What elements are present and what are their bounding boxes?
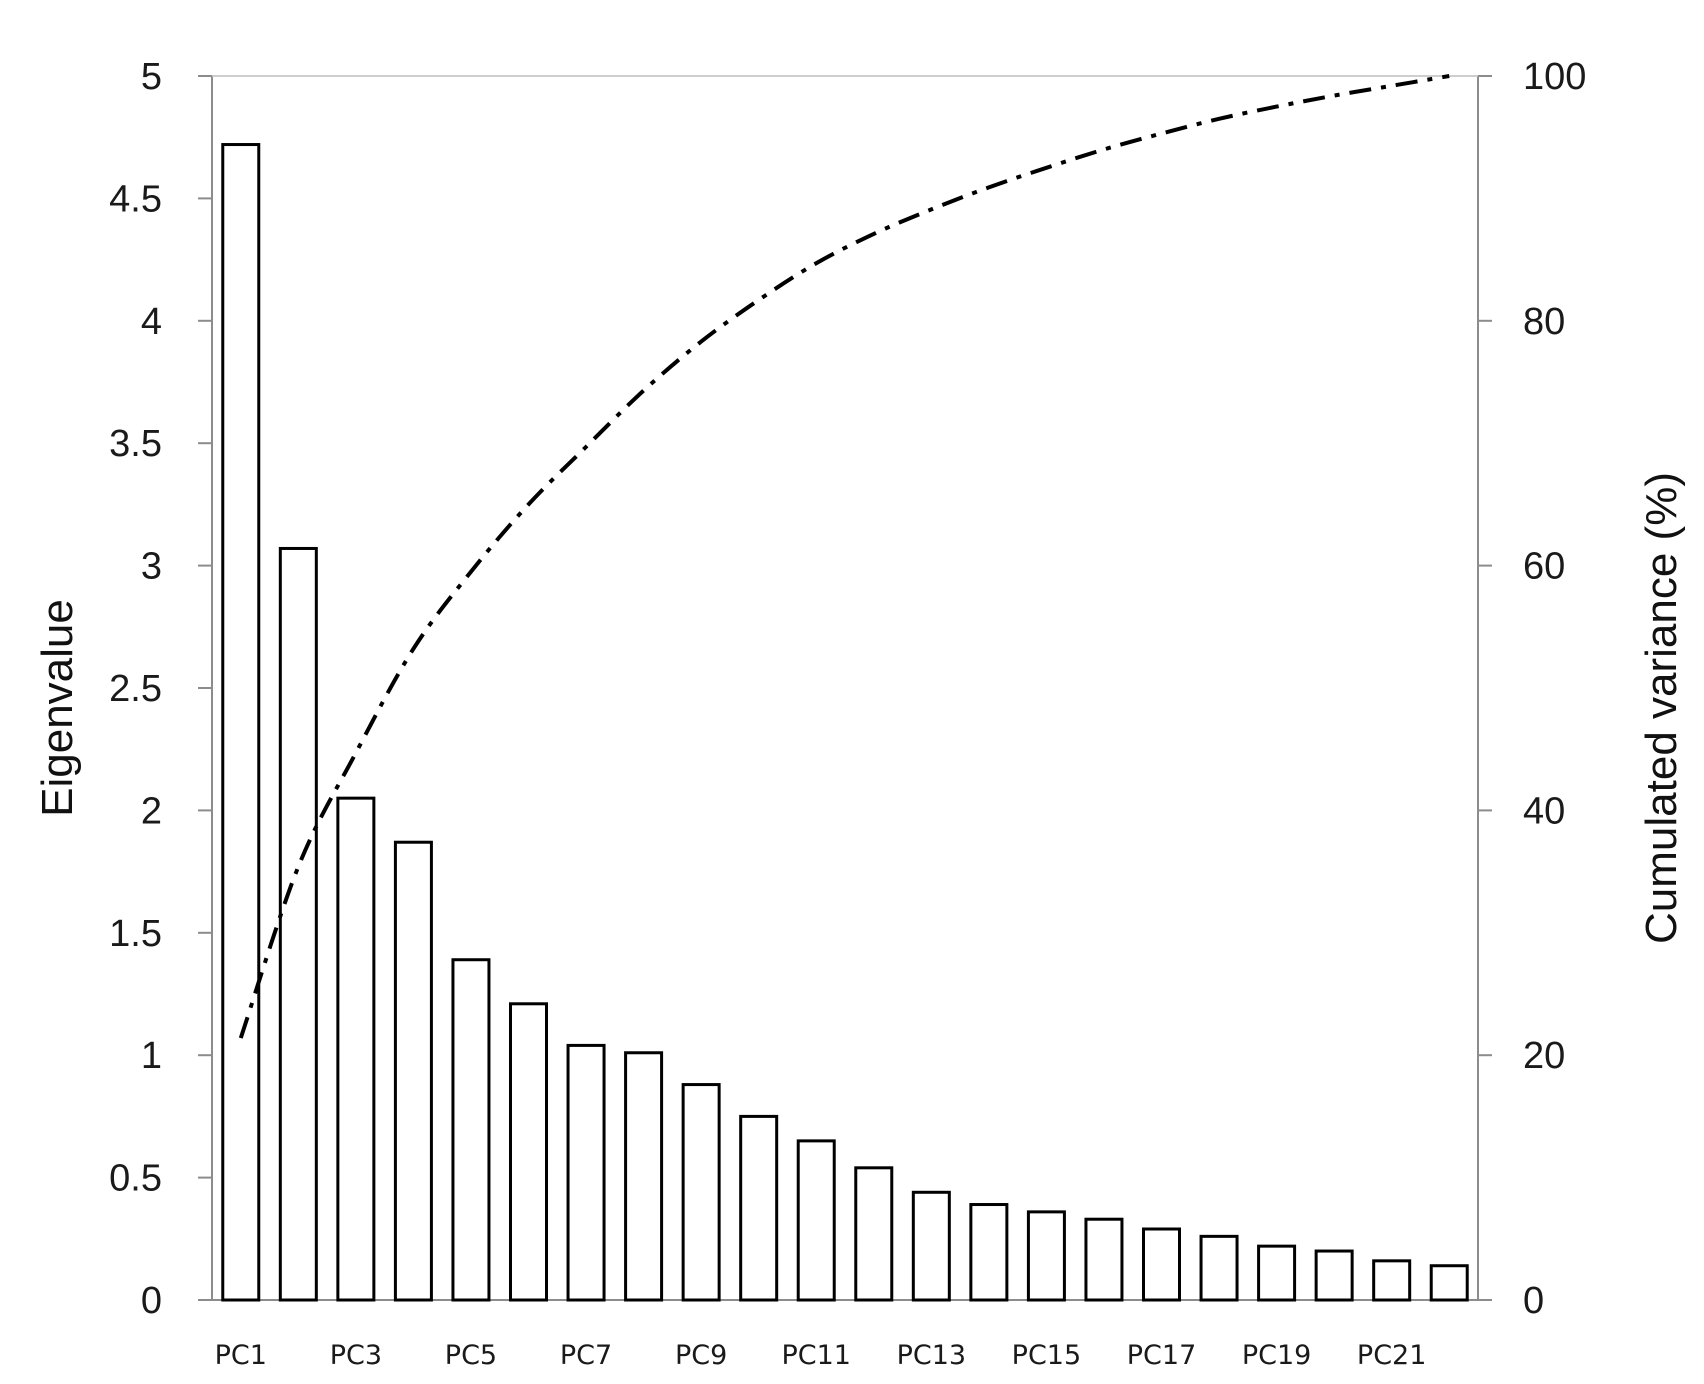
- right-tick-label: 100: [1523, 56, 1586, 98]
- left-tick-label: 3: [141, 546, 162, 588]
- bar-pc2: [278, 546, 318, 1302]
- right-tick-label: 60: [1523, 546, 1565, 588]
- bar-pc11: [796, 1139, 836, 1302]
- left-tick-label: 4: [141, 301, 162, 343]
- right-axis-title: Cumulated variance (%): [1637, 472, 1686, 944]
- cumulative-variance-line: [238, 74, 1450, 1039]
- cumulative-variance-series: [238, 74, 1450, 1039]
- category-label-pc5: PC5: [445, 1340, 497, 1371]
- category-label-pc21: PC21: [1357, 1340, 1427, 1371]
- right-tick-label: 20: [1523, 1035, 1565, 1077]
- left-axis-ticks: 0 0.5 1 1.5 2 2.5 3 3.5 4 4.5 5: [109, 56, 212, 1322]
- bar-pc10: [739, 1114, 779, 1302]
- bar-pc7: [566, 1043, 606, 1302]
- left-axis-title: Eigenvalue: [33, 599, 82, 817]
- left-tick-label: 3.5: [109, 423, 162, 465]
- bar-pc22: [1429, 1264, 1469, 1302]
- left-tick-label: 2: [141, 790, 162, 832]
- category-label-pc3: PC3: [330, 1340, 382, 1371]
- bar-pc8: [624, 1051, 664, 1302]
- bar-series: [221, 143, 1469, 1302]
- right-axis-ticks: 0 20 40 60 80 100: [1478, 56, 1586, 1322]
- left-tick-label: 0.5: [109, 1158, 162, 1200]
- category-label-pc7: PC7: [560, 1340, 612, 1371]
- bar-pc15: [1026, 1210, 1066, 1302]
- bar-pc16: [1084, 1217, 1124, 1302]
- bar-pc9: [681, 1083, 721, 1302]
- category-label-pc1: PC1: [215, 1340, 267, 1371]
- left-tick-label: 2.5: [109, 668, 162, 710]
- category-label-pc15: PC15: [1012, 1340, 1082, 1371]
- bar-pc21: [1372, 1259, 1412, 1302]
- left-tick-label: 4.5: [109, 178, 162, 220]
- category-label-pc9: PC9: [675, 1340, 727, 1371]
- left-tick-label: 5: [141, 56, 162, 98]
- bar-pc1: [221, 143, 261, 1302]
- bar-pc4: [393, 840, 433, 1302]
- bar-pc5: [451, 958, 491, 1302]
- left-tick-label: 1: [141, 1035, 162, 1077]
- bar-pc17: [1142, 1227, 1181, 1302]
- left-tick-label: 1.5: [109, 913, 162, 955]
- bar-pc3: [336, 796, 376, 1302]
- left-tick-label: 0: [141, 1280, 162, 1322]
- right-tick-label: 40: [1523, 790, 1565, 832]
- bar-pc18: [1199, 1234, 1239, 1302]
- bar-pc12: [854, 1166, 894, 1302]
- category-label-pc19: PC19: [1242, 1340, 1312, 1371]
- bar-pc19: [1257, 1244, 1297, 1302]
- category-labels: PC1 PC3 PC5 PC7 PC9 PC11 PC13 PC15 PC17 PC19 PC21: [215, 1340, 1427, 1371]
- category-label-pc13: PC13: [897, 1340, 967, 1371]
- category-label-pc11: PC11: [781, 1340, 851, 1371]
- bar-pc14: [969, 1203, 1009, 1302]
- category-label-pc17: PC17: [1127, 1340, 1197, 1371]
- right-tick-label: 80: [1523, 301, 1565, 343]
- bar-pc20: [1314, 1249, 1354, 1302]
- right-tick-label: 0: [1523, 1280, 1544, 1322]
- bar-pc6: [509, 1002, 548, 1302]
- bar-pc13: [911, 1190, 951, 1302]
